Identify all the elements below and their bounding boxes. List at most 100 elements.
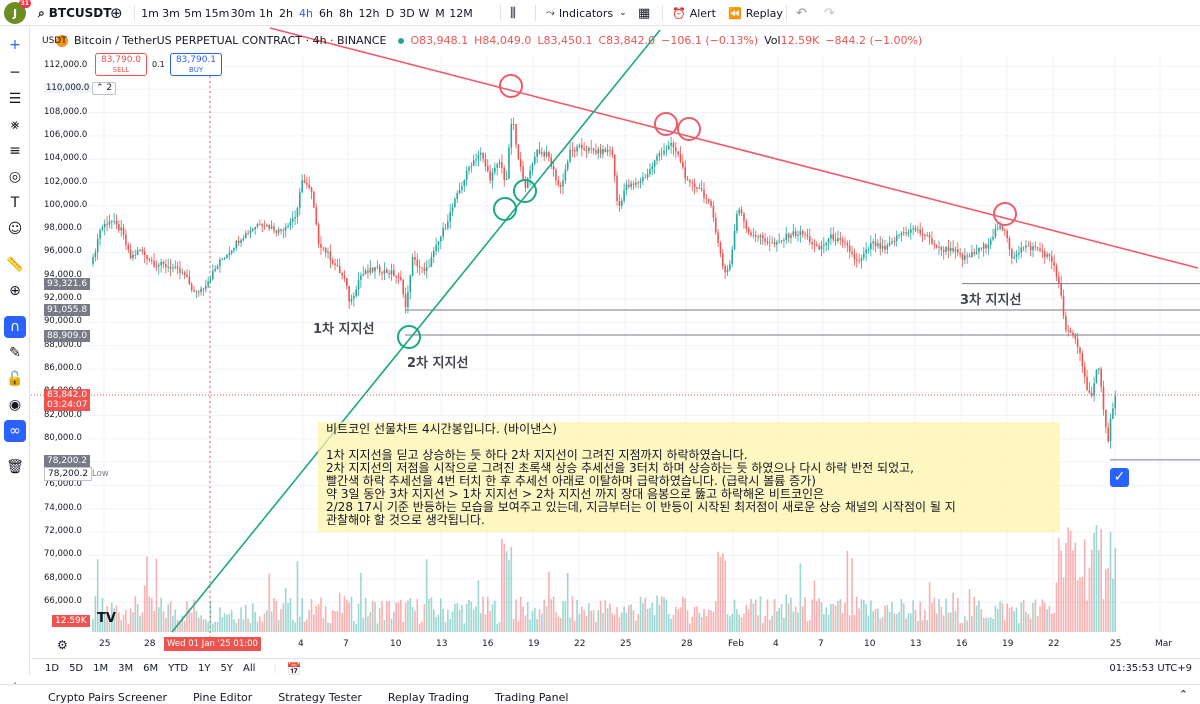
volume-bar bbox=[982, 617, 985, 632]
candle-body bbox=[444, 227, 447, 229]
trend-line-icon[interactable]: ─ bbox=[10, 65, 20, 81]
sell-button[interactable]: 83,790.0 SELL bbox=[95, 53, 147, 76]
candle-body bbox=[148, 258, 151, 260]
bottom-tab-strategy-tester[interactable]: Strategy Tester bbox=[278, 691, 362, 704]
buy-button[interactable]: 83,790.1 BUY bbox=[170, 53, 222, 76]
volume-bar bbox=[952, 592, 954, 632]
interval-3m[interactable]: 3m bbox=[162, 6, 180, 20]
volume-bar bbox=[919, 601, 921, 632]
legend-title: Bitcoin / TetherUS PERPETUAL CONTRACT · … bbox=[74, 34, 387, 47]
interval-1h[interactable]: 1h bbox=[259, 6, 273, 20]
redo-icon[interactable]: ↷ bbox=[824, 5, 835, 21]
price-chart[interactable] bbox=[31, 26, 1200, 658]
candle-body bbox=[103, 223, 106, 228]
volume-bar bbox=[639, 596, 642, 632]
interval-15m[interactable]: 15m bbox=[204, 6, 230, 20]
range-1d[interactable]: 1D bbox=[45, 663, 60, 674]
candle-body bbox=[374, 267, 376, 272]
candle-style-icon[interactable]: ⫼ bbox=[510, 5, 516, 21]
range-5d[interactable]: 5D bbox=[69, 663, 84, 674]
text-tool-icon[interactable]: T bbox=[10, 195, 20, 211]
clock-display[interactable]: 01:35:53 UTC+9 bbox=[1109, 663, 1192, 674]
volume-bar bbox=[167, 604, 169, 632]
layouts-grid-icon[interactable]: ▦ bbox=[638, 5, 651, 21]
lock-icon[interactable]: 🔓 bbox=[6, 371, 24, 387]
range-6m[interactable]: 6M bbox=[143, 663, 159, 674]
user-avatar[interactable]: J 31 bbox=[4, 0, 31, 24]
bottom-tab-crypto-pairs-screener[interactable]: Crypto Pairs Screener bbox=[48, 691, 168, 704]
collapse-panel-icon[interactable]: ⌃ bbox=[1178, 688, 1188, 701]
volume-bar bbox=[905, 618, 907, 632]
interval-5m[interactable]: 5m bbox=[184, 6, 202, 20]
settings-gear-icon[interactable]: ⚙ bbox=[57, 638, 68, 652]
candle-body bbox=[761, 235, 764, 239]
interval-4h[interactable]: 4h bbox=[299, 6, 313, 20]
volume-bar bbox=[667, 614, 670, 632]
fib-retracement-icon[interactable]: ☰ bbox=[8, 91, 22, 107]
compare-plus-icon[interactable]: ⊕ bbox=[110, 4, 123, 22]
interval-6h[interactable]: 6h bbox=[319, 6, 333, 20]
undo-icon[interactable]: ↶ bbox=[796, 5, 807, 21]
zoom-in-icon[interactable]: ⊕ bbox=[9, 283, 21, 299]
candle-body bbox=[644, 177, 647, 178]
alert-button[interactable]: ⏰ Alert bbox=[672, 0, 716, 26]
interval-8h[interactable]: 8h bbox=[339, 6, 353, 20]
candle-body bbox=[378, 266, 381, 273]
interval-12h[interactable]: 12h bbox=[358, 6, 380, 20]
replay-button[interactable]: ⏪ Replay bbox=[728, 0, 783, 26]
range-1m[interactable]: 1M bbox=[93, 663, 109, 674]
emoji-icon[interactable]: ☺ bbox=[7, 221, 23, 237]
interval-M[interactable]: M bbox=[435, 6, 445, 20]
candle-body bbox=[827, 238, 830, 243]
candle-body bbox=[143, 251, 146, 255]
range-3m[interactable]: 3M bbox=[118, 663, 134, 674]
interval-2h[interactable]: 2h bbox=[279, 6, 293, 20]
interval-30m[interactable]: 30m bbox=[230, 6, 256, 20]
range-bar: 1D 5D 1M 3M 6M YTD 1Y 5Y All | 📅 01:35:53 UTC+9 bbox=[31, 658, 1200, 678]
eye-icon[interactable]: ◉ bbox=[8, 397, 22, 413]
bottom-tab-replay-trading[interactable]: Replay Trading bbox=[387, 691, 469, 704]
indicators-button[interactable]: ⤳ Indicators ⌄ bbox=[546, 0, 627, 26]
interval-1m[interactable]: 1m bbox=[141, 6, 159, 20]
candle-body bbox=[1051, 256, 1053, 262]
interval-W[interactable]: W bbox=[418, 6, 430, 20]
bottom-tab-pine-editor[interactable]: Pine Editor bbox=[193, 691, 253, 704]
interval-3D[interactable]: 3D bbox=[399, 6, 415, 20]
collapse-legend-button[interactable]: ⌃ 2 bbox=[92, 82, 117, 95]
candle-body bbox=[773, 242, 776, 245]
interval-12M[interactable]: 12M bbox=[449, 6, 473, 20]
tradingview-logo[interactable]: TV bbox=[97, 611, 116, 626]
volume-bar bbox=[581, 606, 583, 632]
pattern-icon[interactable]: ⨳ bbox=[10, 117, 20, 133]
stay-in-drawing-icon[interactable]: ✎ bbox=[9, 345, 21, 361]
volume-bar bbox=[893, 613, 896, 632]
volume-bar bbox=[205, 619, 207, 632]
prediction-icon[interactable]: ≡ bbox=[9, 143, 21, 159]
range-5y[interactable]: 5Y bbox=[220, 663, 234, 674]
support-touch-marker bbox=[493, 197, 517, 221]
range-all[interactable]: All bbox=[243, 663, 256, 674]
interval-list: 1m 3m 5m 15m 30m 1h 2h 4h 6h 8h 12h D 3D W M 12M bbox=[140, 0, 474, 26]
range-1y[interactable]: 1Y bbox=[198, 663, 211, 674]
candle-body bbox=[1027, 245, 1030, 247]
candle-body bbox=[999, 225, 1001, 229]
visibility-checkbox[interactable]: ✓ bbox=[1110, 468, 1129, 487]
bottom-tab-trading-panel[interactable]: Trading Panel bbox=[494, 691, 569, 704]
link-icon[interactable]: ∞ bbox=[4, 420, 26, 442]
candle-body bbox=[639, 180, 642, 183]
ruler-icon[interactable]: 📏 bbox=[6, 257, 24, 273]
interval-D[interactable]: D bbox=[385, 6, 395, 20]
trash-icon[interactable]: 🗑 bbox=[6, 459, 24, 475]
crosshair-icon[interactable]: + bbox=[9, 37, 21, 53]
range-ytd[interactable]: YTD bbox=[168, 663, 189, 674]
candle-body bbox=[719, 242, 722, 254]
volume-bar bbox=[96, 559, 99, 632]
magnet-icon[interactable]: ∩ bbox=[4, 316, 26, 338]
candle-body bbox=[978, 247, 980, 253]
volume-bar bbox=[1076, 580, 1079, 632]
candle-body bbox=[519, 159, 522, 167]
geometric-shapes-icon[interactable]: ◎ bbox=[8, 169, 22, 185]
calendar-icon[interactable]: 📅 bbox=[286, 661, 302, 676]
analysis-note[interactable]: 비트코인 선물차트 4시간봉입니다. (바이낸스) 1차 지지선을 딛고 상승하는… bbox=[318, 422, 1060, 532]
symbol-search[interactable]: ⌕ BTCUSDT bbox=[38, 0, 111, 26]
